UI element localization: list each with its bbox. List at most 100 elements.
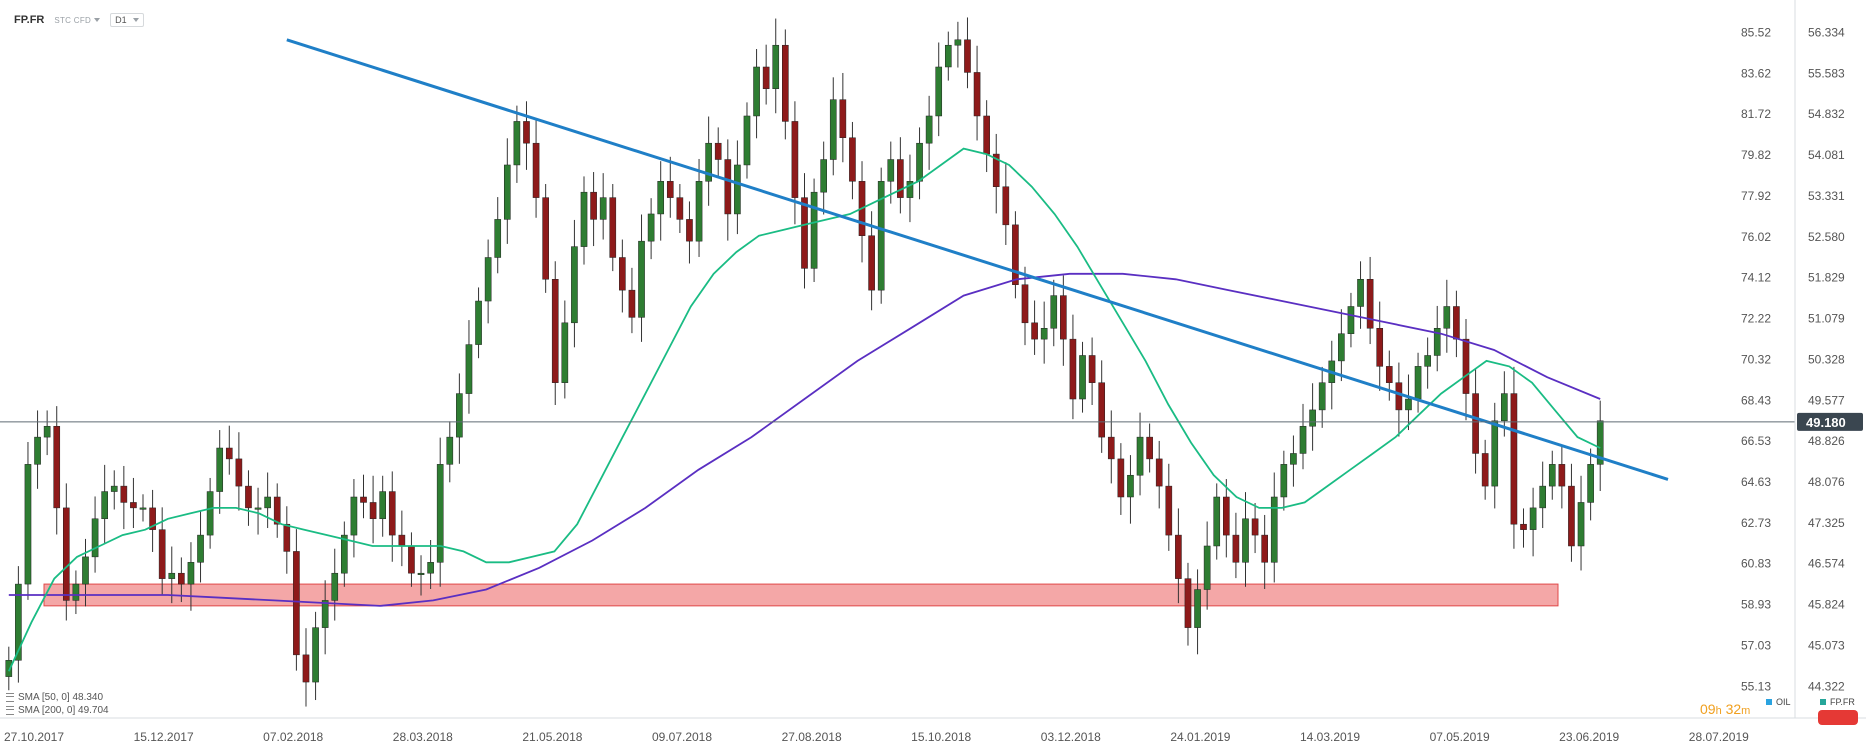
sma50-line: [7, 147, 1601, 672]
y-tick-label-oil: 70.32: [1741, 352, 1771, 366]
y-tick-label-oil: 55.13: [1741, 679, 1771, 693]
x-tick-label: 03.12.2018: [1041, 730, 1101, 744]
candle-body: [369, 502, 377, 520]
candle-body: [695, 181, 703, 242]
candle-body: [5, 660, 13, 677]
sma200-legend[interactable]: SMA [200, 0] 49.704: [6, 705, 109, 716]
candle-body: [1577, 502, 1585, 547]
candle-body: [1376, 328, 1384, 367]
candle-body: [254, 507, 262, 510]
y-tick-label-fp: 56.334: [1808, 25, 1845, 39]
y-tick-label-oil: 72.22: [1741, 312, 1771, 326]
candle-body: [1290, 453, 1297, 465]
candle-body: [120, 485, 128, 503]
y-tick-label-fp: 54.832: [1808, 107, 1845, 121]
candle-body: [1491, 420, 1499, 487]
sma50-legend[interactable]: SMA [50, 0] 48.340: [6, 692, 103, 703]
chevron-down-icon: [94, 18, 101, 22]
fp-label: FP.FR: [1830, 697, 1855, 707]
candle-body: [1031, 322, 1038, 340]
candle-body: [1117, 458, 1125, 498]
timeframe-select[interactable]: D1: [110, 13, 144, 27]
timer-h-unit: h: [1715, 705, 1722, 717]
candle-body: [465, 344, 473, 394]
candle-body: [772, 44, 780, 90]
candle-body: [130, 502, 137, 509]
candle-body: [360, 496, 367, 503]
candle-body: [1568, 485, 1575, 547]
candle-body: [503, 164, 511, 220]
candle-body: [609, 197, 617, 258]
candle-body: [1232, 534, 1240, 563]
candle-body: [1366, 279, 1374, 329]
candle-body: [542, 197, 549, 280]
indicator-settings-icon[interactable]: [6, 693, 14, 702]
y-tick-label-oil: 76.02: [1741, 230, 1771, 244]
candle-body: [494, 219, 502, 258]
y-tick-label-fp: 50.328: [1808, 352, 1845, 366]
instrument-fp[interactable]: FP.FR: [1820, 697, 1855, 707]
candle-body: [1069, 338, 1077, 400]
candle-body: [992, 153, 1000, 187]
candle-body: [43, 425, 51, 438]
candle-body: [321, 600, 329, 628]
candle-body: [446, 436, 454, 465]
sma200-label: SMA [200, 0] 49.704: [18, 705, 109, 716]
candle-body: [1309, 409, 1316, 427]
candle-body: [1280, 464, 1288, 498]
x-tick-label: 27.10.2017: [4, 730, 64, 744]
x-tick-label: 07.02.2018: [263, 730, 323, 744]
candle-body: [1414, 366, 1422, 400]
candle-body: [53, 425, 61, 509]
candle-body: [1136, 436, 1144, 476]
candle-body: [1261, 534, 1268, 563]
candle-body: [206, 491, 214, 536]
candle-body: [216, 447, 224, 492]
candle-body: [139, 507, 147, 510]
candle-body: [235, 458, 243, 487]
y-tick-label-oil: 58.93: [1741, 598, 1771, 612]
candle-body: [782, 44, 789, 122]
y-tick-label-oil: 85.52: [1741, 25, 1771, 39]
candle-body: [762, 66, 770, 90]
instrument-oil[interactable]: OIL: [1766, 697, 1791, 707]
instrument-type[interactable]: STC CFD: [54, 16, 101, 25]
y-tick-label-oil: 81.72: [1741, 107, 1771, 121]
instrument-action-button[interactable]: [1818, 710, 1858, 725]
candle-body: [810, 191, 818, 269]
candle-body: [791, 121, 799, 198]
x-tick-label: 21.05.2018: [522, 730, 582, 744]
candle-body: [408, 545, 415, 574]
moving-averages: [7, 147, 1601, 672]
current-price-line: 49.180: [0, 412, 1863, 431]
chevron-down-icon: [132, 18, 139, 22]
current-price-label: 49.180: [1806, 415, 1846, 430]
y-tick-label-fp: 46.574: [1808, 557, 1845, 571]
candle-body: [197, 534, 204, 563]
timer-minutes: 32: [1725, 701, 1742, 717]
symbol-label[interactable]: FP.FR: [14, 14, 45, 26]
sma200-line: [8, 272, 1601, 607]
candle-body: [245, 485, 252, 509]
candle-body: [1529, 507, 1537, 530]
candle-body: [705, 142, 712, 182]
candle-body: [388, 491, 396, 536]
candle-body: [551, 279, 559, 383]
candle-body: [82, 556, 89, 585]
candle-body: [666, 181, 674, 198]
candle-body: [1299, 425, 1307, 454]
candle-body: [1079, 355, 1086, 400]
candle-body: [427, 562, 434, 574]
candle-body: [1443, 306, 1451, 329]
candle-body: [1040, 328, 1048, 340]
candle-body: [1021, 284, 1029, 324]
candle-body: [571, 246, 578, 324]
candle-body: [647, 213, 655, 242]
candle-body: [273, 496, 281, 525]
candle-body: [1127, 474, 1134, 498]
candle-body: [1146, 436, 1153, 460]
indicator-settings-icon[interactable]: [6, 706, 14, 715]
candle-body: [1558, 464, 1566, 487]
x-tick-label: 24.01.2019: [1170, 730, 1230, 744]
